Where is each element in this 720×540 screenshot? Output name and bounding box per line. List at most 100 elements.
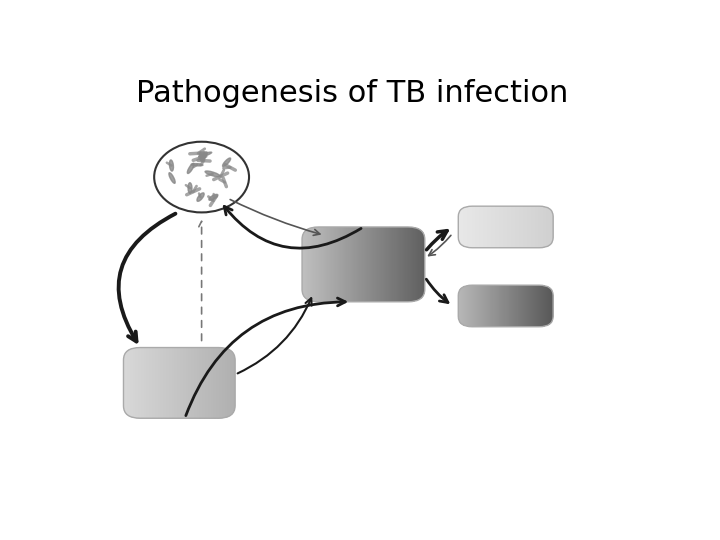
Bar	[136, 348, 138, 418]
Bar	[462, 285, 464, 327]
Bar	[390, 227, 391, 302]
Bar	[138, 348, 139, 418]
Bar	[531, 206, 533, 248]
Bar	[480, 206, 481, 248]
Bar	[496, 206, 498, 248]
Bar	[498, 285, 500, 327]
Bar	[392, 227, 393, 302]
Bar	[540, 285, 541, 327]
Bar	[522, 285, 523, 327]
Bar	[537, 206, 539, 248]
Bar	[306, 227, 307, 302]
Bar	[407, 227, 408, 302]
Bar	[526, 206, 527, 248]
Bar	[482, 206, 483, 248]
Bar	[528, 206, 529, 248]
Bar	[532, 285, 533, 327]
Bar	[499, 206, 500, 248]
Bar	[213, 348, 215, 418]
FancyArrowPatch shape	[428, 235, 451, 255]
Bar	[160, 348, 161, 418]
Bar	[410, 227, 412, 302]
Bar	[178, 348, 179, 418]
Bar	[418, 227, 419, 302]
Bar	[529, 285, 531, 327]
Bar	[499, 285, 500, 327]
Bar	[405, 227, 407, 302]
Bar	[539, 285, 541, 327]
Bar	[166, 348, 168, 418]
Bar	[475, 206, 476, 248]
Bar	[228, 348, 230, 418]
Bar	[477, 285, 479, 327]
Bar	[215, 348, 217, 418]
Bar	[460, 206, 462, 248]
Bar	[459, 206, 461, 248]
Bar	[192, 348, 194, 418]
Bar	[514, 285, 516, 327]
Bar	[539, 285, 540, 327]
Bar	[203, 348, 204, 418]
Bar	[504, 206, 505, 248]
Bar	[462, 206, 464, 248]
Bar	[190, 348, 192, 418]
Bar	[312, 227, 314, 302]
Bar	[474, 285, 476, 327]
Bar	[170, 348, 171, 418]
Bar	[466, 206, 467, 248]
Bar	[347, 227, 348, 302]
Bar	[149, 348, 150, 418]
Bar	[150, 348, 152, 418]
Bar	[518, 206, 519, 248]
Bar	[489, 206, 490, 248]
Bar	[184, 348, 186, 418]
Bar	[547, 285, 549, 327]
Bar	[525, 206, 526, 248]
Bar	[544, 285, 546, 327]
Bar	[176, 348, 178, 418]
Bar	[137, 348, 138, 418]
Bar	[485, 206, 486, 248]
Bar	[459, 206, 460, 248]
Bar	[217, 348, 219, 418]
Bar	[528, 206, 530, 248]
Bar	[473, 285, 474, 327]
Bar	[233, 348, 235, 418]
Bar	[472, 206, 474, 248]
Bar	[480, 206, 482, 248]
Ellipse shape	[187, 163, 194, 173]
Bar	[379, 227, 381, 302]
Bar	[369, 227, 370, 302]
Bar	[507, 285, 508, 327]
Bar	[223, 348, 225, 418]
Bar	[198, 348, 199, 418]
Bar	[508, 206, 510, 248]
Bar	[135, 348, 137, 418]
Bar	[461, 206, 462, 248]
Bar	[173, 348, 174, 418]
Bar	[495, 285, 497, 327]
Bar	[480, 285, 481, 327]
Bar	[176, 348, 177, 418]
Bar	[231, 348, 233, 418]
Bar	[140, 348, 141, 418]
Bar	[500, 206, 501, 248]
Bar	[483, 285, 485, 327]
Bar	[215, 348, 217, 418]
Bar	[399, 227, 400, 302]
Bar	[468, 285, 469, 327]
Bar	[500, 206, 502, 248]
Bar	[343, 227, 345, 302]
Bar	[166, 348, 167, 418]
Bar	[505, 206, 506, 248]
FancyArrowPatch shape	[119, 214, 176, 341]
Bar	[464, 206, 466, 248]
Bar	[459, 285, 461, 327]
Bar	[516, 285, 518, 327]
Bar	[369, 227, 370, 302]
Bar	[145, 348, 146, 418]
Bar	[523, 285, 524, 327]
Bar	[326, 227, 328, 302]
Bar	[471, 206, 472, 248]
Bar	[540, 206, 541, 248]
